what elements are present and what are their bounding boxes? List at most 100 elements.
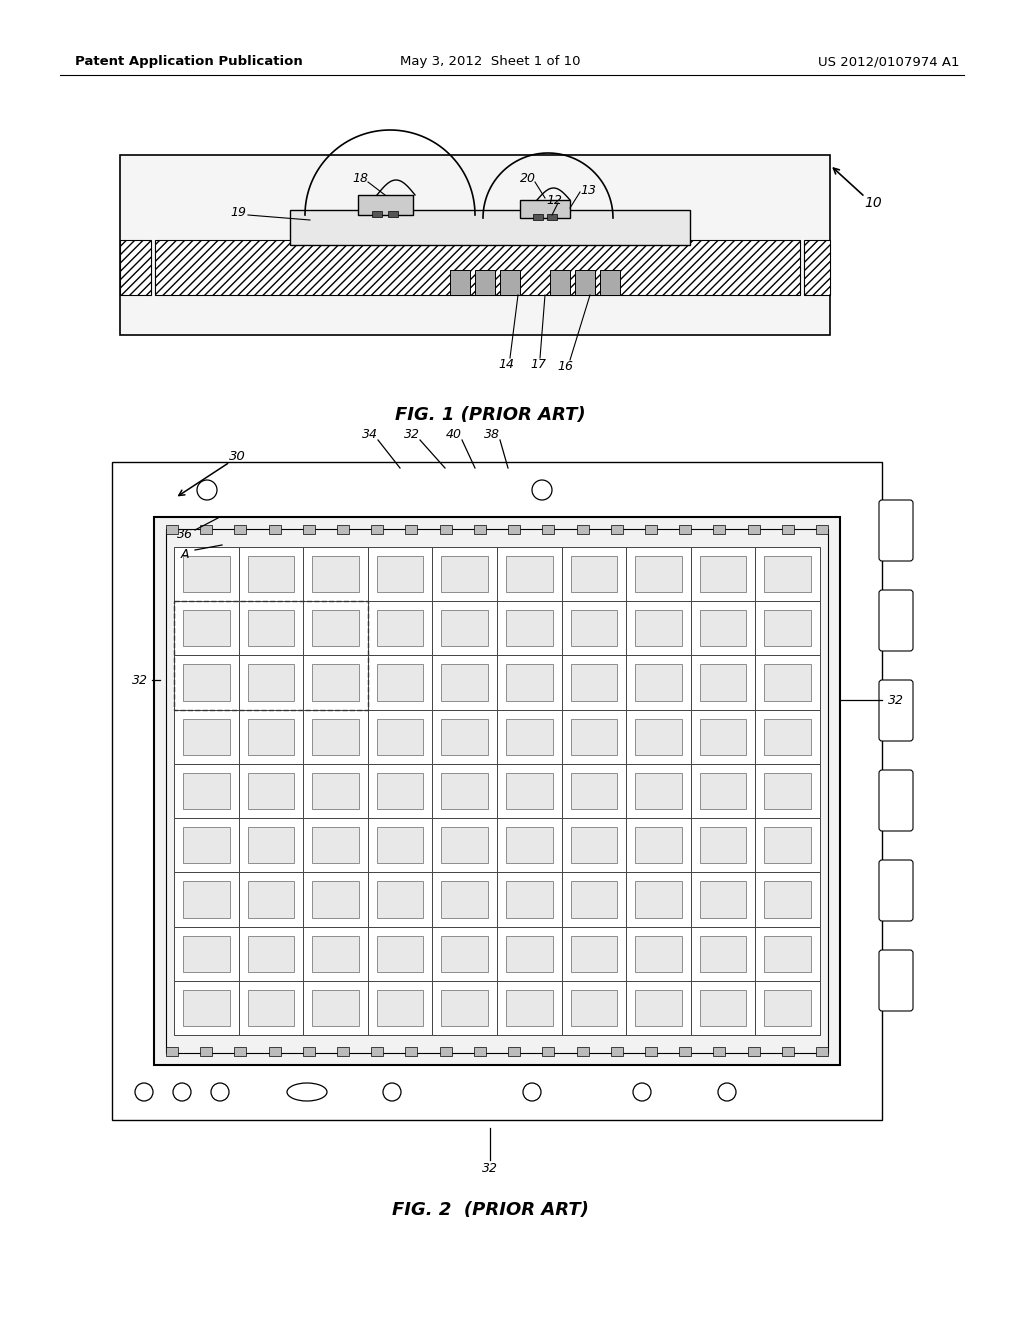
Bar (748, 525, 760, 535)
Bar (635, 774, 682, 809)
Bar (804, 240, 830, 294)
Bar (183, 664, 229, 701)
Bar (691, 873, 756, 927)
Bar (377, 664, 423, 701)
Bar (312, 774, 358, 809)
Bar (699, 990, 746, 1026)
Bar (303, 546, 368, 601)
Bar (691, 601, 756, 656)
Bar (534, 214, 543, 220)
Bar (714, 525, 725, 535)
Bar (627, 764, 691, 818)
Bar (561, 818, 627, 873)
Text: A: A (181, 549, 189, 561)
Text: 36: 36 (177, 528, 193, 541)
Bar (303, 927, 368, 981)
Bar (610, 525, 623, 535)
Bar (312, 936, 358, 972)
Bar (439, 525, 452, 535)
Text: 10: 10 (864, 195, 882, 210)
Bar (303, 1047, 314, 1056)
Bar (561, 873, 627, 927)
Bar (377, 990, 423, 1026)
Bar (575, 271, 595, 294)
Bar (372, 211, 382, 216)
Bar (506, 664, 553, 701)
Bar (303, 656, 368, 710)
Bar (441, 774, 488, 809)
Bar (201, 525, 212, 535)
Bar (497, 927, 561, 981)
Bar (627, 601, 691, 656)
Bar (166, 525, 178, 535)
FancyBboxPatch shape (879, 861, 913, 921)
Bar (756, 710, 820, 764)
Bar (627, 981, 691, 1035)
Bar (174, 981, 239, 1035)
Text: 19: 19 (230, 206, 246, 219)
Bar (166, 1047, 178, 1056)
Bar (248, 882, 294, 917)
Bar (781, 525, 794, 535)
Bar (570, 718, 617, 755)
Bar (635, 610, 682, 647)
Bar (506, 774, 553, 809)
Bar (765, 774, 811, 809)
Bar (377, 556, 423, 593)
Bar (377, 610, 423, 647)
Bar (570, 774, 617, 809)
Bar (183, 828, 229, 863)
Bar (561, 764, 627, 818)
Bar (699, 556, 746, 593)
Bar (239, 927, 303, 981)
Bar (303, 873, 368, 927)
FancyBboxPatch shape (879, 680, 913, 741)
Bar (699, 610, 746, 647)
Bar (368, 981, 432, 1035)
Bar (377, 936, 423, 972)
Bar (441, 664, 488, 701)
Bar (506, 718, 553, 755)
Bar (756, 601, 820, 656)
Bar (201, 1047, 212, 1056)
Bar (570, 556, 617, 593)
Bar (635, 664, 682, 701)
Bar (174, 710, 239, 764)
Bar (627, 927, 691, 981)
Bar (183, 556, 229, 593)
Bar (368, 927, 432, 981)
Bar (679, 1047, 691, 1056)
Text: 40: 40 (446, 429, 462, 441)
Bar (337, 525, 349, 535)
Bar (627, 818, 691, 873)
Bar (248, 774, 294, 809)
Bar (303, 764, 368, 818)
Text: US 2012/0107974 A1: US 2012/0107974 A1 (818, 55, 961, 69)
Bar (610, 1047, 623, 1056)
Bar (312, 556, 358, 593)
Text: 32: 32 (404, 429, 420, 441)
Bar (248, 610, 294, 647)
Bar (561, 981, 627, 1035)
Bar (312, 990, 358, 1026)
Bar (627, 873, 691, 927)
Bar (497, 656, 561, 710)
Bar (239, 601, 303, 656)
Bar (474, 1047, 486, 1056)
FancyBboxPatch shape (879, 500, 913, 561)
Bar (756, 656, 820, 710)
Bar (312, 664, 358, 701)
Text: 32: 32 (132, 673, 148, 686)
Text: 16: 16 (557, 359, 573, 372)
Bar (577, 1047, 589, 1056)
Bar (600, 271, 620, 294)
Bar (303, 601, 368, 656)
Bar (174, 546, 239, 601)
Text: 32: 32 (888, 693, 904, 706)
Bar (765, 936, 811, 972)
Bar (635, 556, 682, 593)
Bar (406, 1047, 418, 1056)
Bar (441, 828, 488, 863)
Bar (561, 601, 627, 656)
Bar (234, 1047, 247, 1056)
